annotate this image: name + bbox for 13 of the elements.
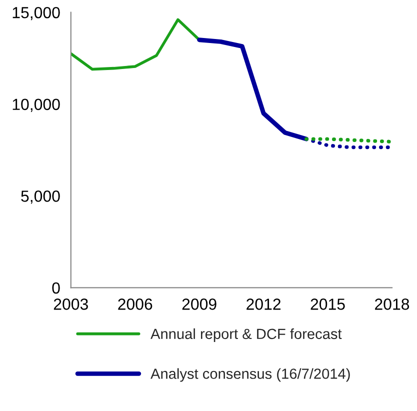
legend-label: Annual report & DCF forecast [150, 328, 342, 342]
x-tick-label: 2018 [375, 298, 410, 310]
legend-label: Analyst consensus (16/7/2014) [150, 368, 350, 382]
y-tick-label: 0 [52, 282, 60, 294]
y-tick-label: 10,000 [12, 98, 60, 112]
x-tick-label: 2009 [182, 298, 216, 310]
x-tick-label: 2012 [246, 298, 281, 310]
x-tick-label: 2015 [310, 298, 345, 310]
y-tick-label: 5,000 [21, 190, 60, 204]
y-tick-label: 15,000 [12, 6, 60, 20]
x-tick-label: 2003 [54, 298, 88, 310]
x-tick-label: 2006 [118, 298, 152, 310]
line-series [70, 18, 201, 71]
